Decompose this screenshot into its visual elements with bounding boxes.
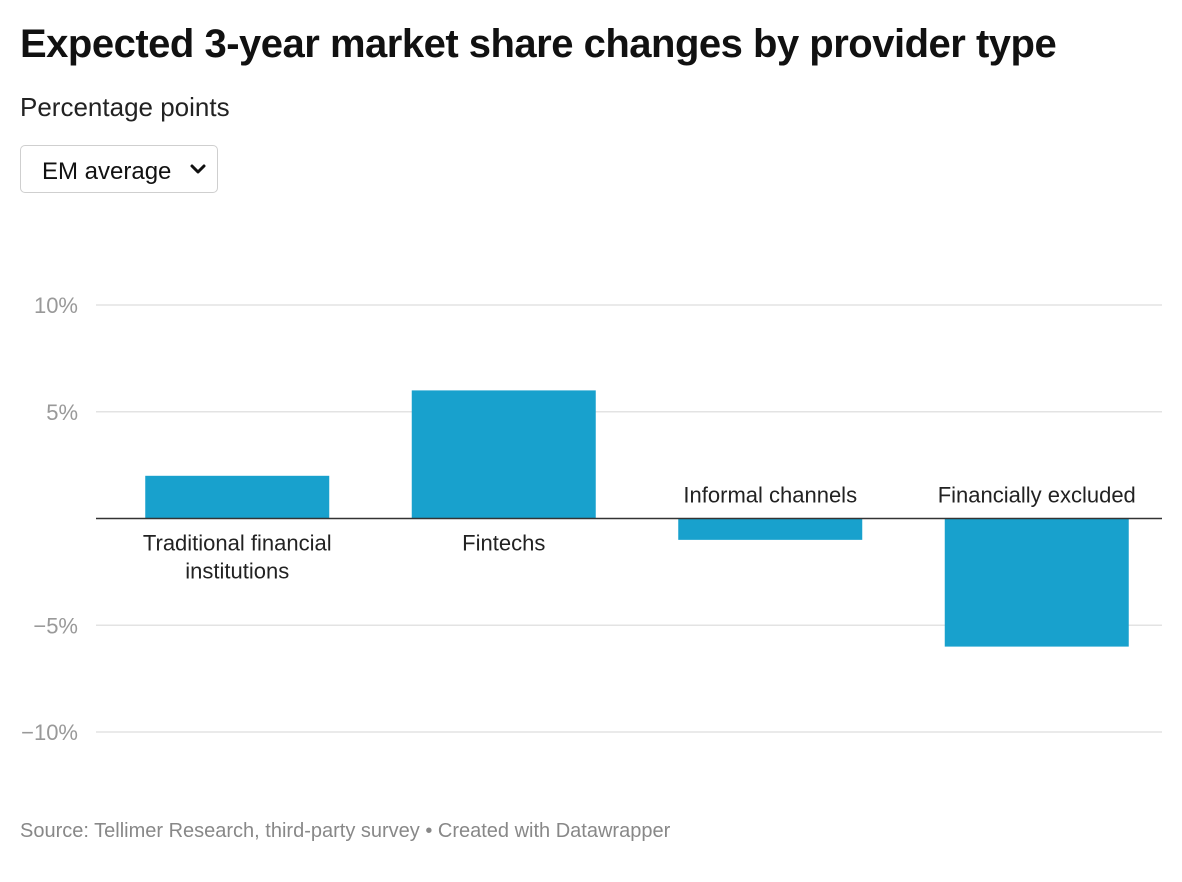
bar bbox=[411, 390, 596, 519]
source-note: Source: Tellimer Research, third-party s… bbox=[20, 820, 671, 842]
category-label: Fintechs bbox=[462, 531, 545, 556]
chevron-down-icon bbox=[190, 164, 206, 174]
y-tick-label: −5% bbox=[33, 613, 78, 638]
bar bbox=[145, 475, 330, 519]
bar bbox=[944, 518, 1129, 647]
dropdown-selected-value: EM average bbox=[42, 158, 172, 185]
category-label: Financially excluded bbox=[938, 483, 1136, 508]
chart-subtitle: Percentage points bbox=[20, 92, 230, 122]
y-tick-label: 5% bbox=[46, 400, 78, 425]
region-select-dropdown[interactable]: EM average bbox=[20, 145, 218, 193]
bar bbox=[678, 518, 863, 540]
y-tick-label: −10% bbox=[21, 720, 78, 745]
chart-title: Expected 3-year market share changes by … bbox=[20, 22, 1057, 66]
category-label: Informal channels bbox=[683, 483, 857, 508]
y-tick-label: 10% bbox=[34, 293, 78, 318]
category-label: Traditional financial institutions bbox=[143, 531, 332, 584]
